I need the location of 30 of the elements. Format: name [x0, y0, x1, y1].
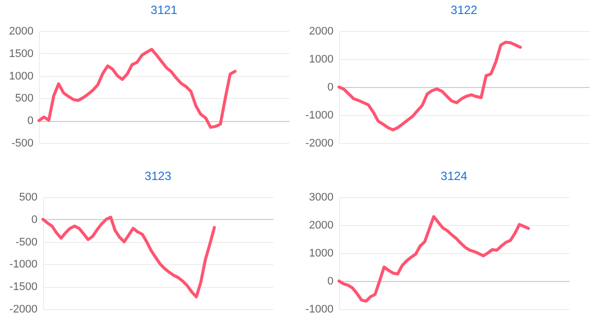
chart-title: 3122: [450, 3, 478, 17]
y-tick-label: -500: [11, 138, 34, 150]
y-tick-label: -1000: [305, 304, 334, 316]
y-tick-label: 1000: [309, 54, 334, 66]
y-tick-label: 2000: [309, 26, 334, 38]
y-tick-label: 0: [327, 276, 334, 288]
y-tick-label: -1000: [305, 110, 334, 122]
y-tick-label: 2000: [9, 26, 34, 38]
line-series: [42, 216, 216, 298]
y-tick-label: 500: [15, 92, 34, 105]
y-tick-label: -2000: [9, 304, 38, 316]
y-tick-label: 0: [27, 115, 34, 128]
y-tick-label: -2000: [305, 138, 334, 150]
y-tick-label: 0: [327, 82, 334, 94]
line-series: [338, 215, 530, 303]
y-tick-label: 1500: [9, 48, 34, 60]
y-tick-label: 0: [31, 214, 38, 226]
line-series: [38, 48, 237, 129]
chart-title: 3123: [144, 169, 172, 183]
line-series: [338, 40, 522, 132]
y-tick-label: 2000: [309, 220, 334, 232]
y-tick-label: -1000: [9, 258, 38, 271]
y-tick-label: 1000: [9, 70, 34, 82]
y-tick-label: 500: [19, 192, 38, 204]
y-tick-label: -500: [15, 236, 38, 248]
chart-title: 3124: [440, 169, 468, 183]
chart-title: 3121: [150, 3, 178, 17]
y-tick-label: -1500: [9, 281, 38, 294]
y-tick-label: 1000: [309, 248, 334, 260]
y-tick-label: 3000: [309, 192, 334, 204]
